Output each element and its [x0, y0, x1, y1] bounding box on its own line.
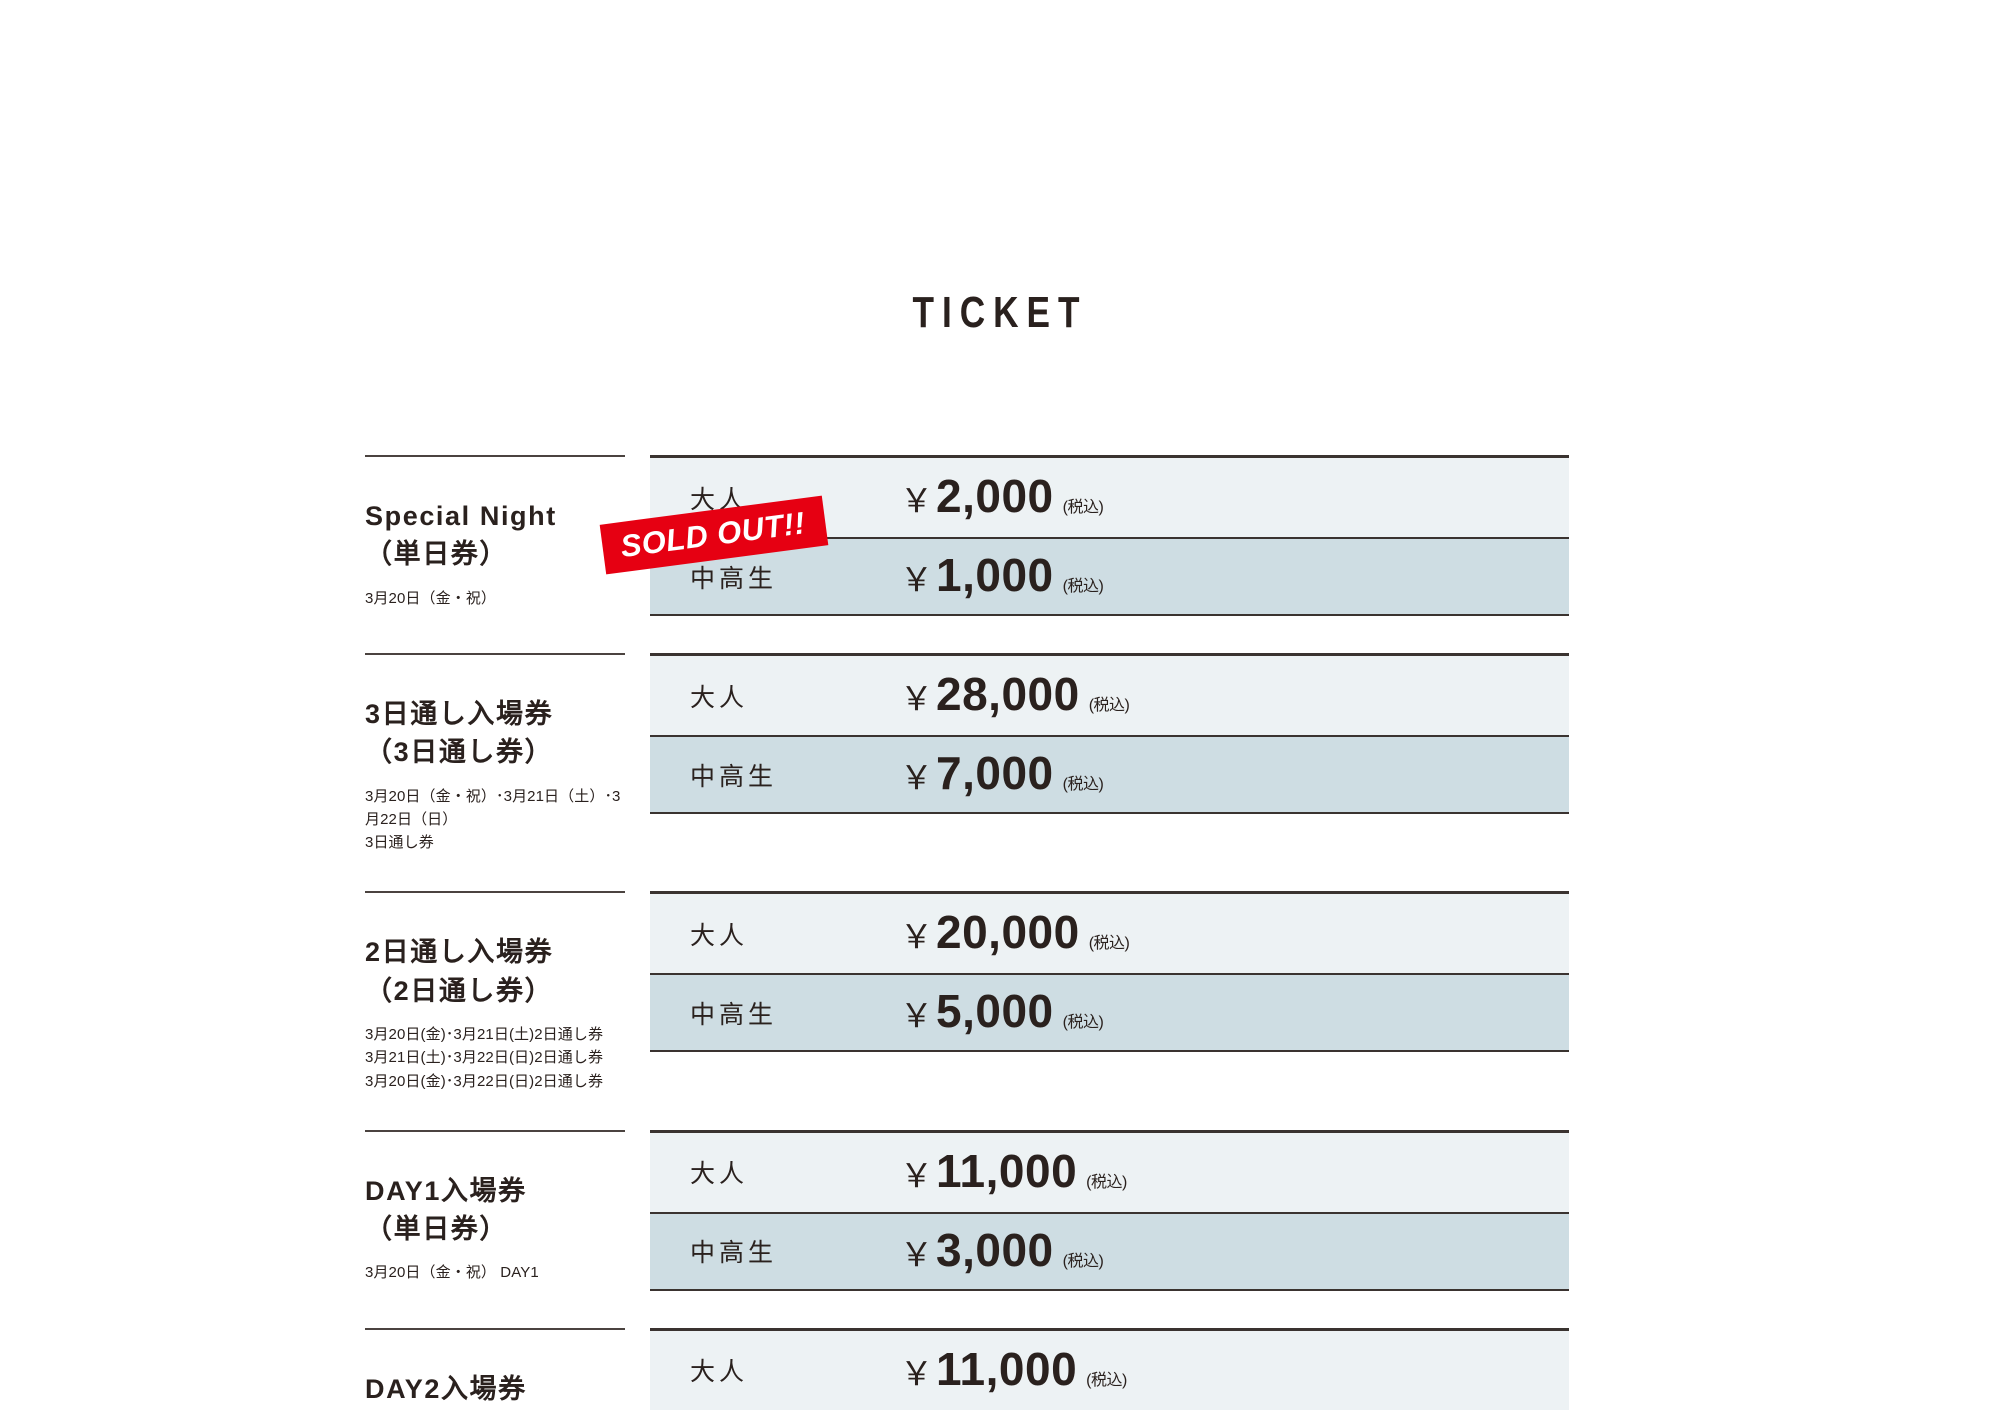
yen-symbol: ￥ — [900, 482, 933, 519]
price-value: 11,000 — [936, 1342, 1078, 1395]
yen-symbol: ￥ — [900, 997, 933, 1035]
price-category-label: 大人 — [690, 921, 749, 950]
price-amount: ￥ 28,000 (税込) — [900, 668, 1130, 720]
tax-included-note: (税込) — [1088, 697, 1130, 714]
tax-included-note: (税込) — [1062, 578, 1104, 595]
price-amount: ￥ 5,000 (税込) — [900, 985, 1104, 1038]
price-value: 5,000 — [936, 985, 1054, 1038]
price-value: 11,000 — [936, 1144, 1078, 1197]
yen-symbol: ￥ — [900, 918, 933, 956]
ticket-section: 3日通し入場券 （3日通し券） 3月20日（金・祝）･3月21日（土）･3月22日… — [0, 653, 2000, 854]
price-category-label: 大人 — [690, 683, 749, 712]
price-table: 大人 ￥ 2,000 (税込) 中高生 ￥ 1,000 (税込) SOLD OUT!! — [599, 455, 1569, 616]
yen-symbol: ￥ — [900, 1235, 933, 1273]
price-category-label: 中高生 — [690, 1000, 778, 1029]
price-value: 20,000 — [936, 906, 1080, 959]
price-row: 中高生 ￥ 7,000 (税込) — [650, 735, 1569, 814]
price-category-label: 中高生 — [690, 1239, 778, 1268]
price-row: 中高生 ￥ 5,000 (税込) — [650, 973, 1569, 1053]
yen-symbol: ￥ — [900, 561, 933, 598]
tax-included-note: (税込) — [1086, 1371, 1127, 1389]
price-value: 1,000 — [936, 549, 1054, 601]
ticket-info: DAY1入場券 （単日券） 3月20日（金・祝） DAY1 — [0, 1129, 650, 1285]
tax-included-note: (税込) — [1062, 1014, 1104, 1032]
price-amount: ￥ 11,000 (税込) — [900, 1148, 1127, 1197]
tax-included-note: (税込) — [1062, 776, 1104, 793]
price-table: 大人 ￥ 11,000 (税込) — [650, 1327, 1569, 1410]
price-value: 3,000 — [936, 1223, 1054, 1276]
ticket-name: Special Night （単日券） — [365, 501, 557, 570]
ticket-info: Special Night （単日券） 3月20日（金・祝） — [0, 455, 650, 610]
price-value: 2,000 — [936, 470, 1054, 522]
ticket-name: 3日通し入場券 （3日通し券） — [365, 699, 554, 768]
ticket-name: 2日通し入場券 （2日通し券） — [365, 937, 554, 1006]
price-table: 大人 ￥ 20,000 (税込) 中高生 ￥ 5,000 (税込) — [650, 891, 1569, 1053]
ticket-info: 3日通し入場券 （3日通し券） 3月20日（金・祝）･3月21日（土）･3月22日… — [0, 653, 650, 854]
price-row: 大人 ￥ 11,000 (税込) — [650, 1132, 1569, 1212]
yen-symbol: ￥ — [900, 1156, 933, 1194]
ticket-section: Special Night （単日券） 3月20日（金・祝） 大人 ￥ 2,000 (税込… — [0, 455, 2000, 616]
price-amount: ￥ 11,000 (税込) — [900, 1346, 1127, 1395]
ticket-list: Special Night （単日券） 3月20日（金・祝） 大人 ￥ 2,000 (税込… — [0, 455, 2000, 1414]
ticket-section: DAY2入場券 大人 ￥ 11,000 (税込) — [0, 1327, 2000, 1410]
price-amount: ￥ 20,000 (税込) — [900, 906, 1130, 959]
tax-included-note: (税込) — [1062, 499, 1104, 516]
ticket-dates: 3月20日（金・祝） DAY1 — [365, 1264, 539, 1282]
ticket-section: DAY1入場券 （単日券） 3月20日（金・祝） DAY1 大人 ￥ 11,000 (税込… — [0, 1129, 2000, 1291]
section-divider — [365, 1129, 625, 1132]
section-divider — [365, 891, 625, 894]
tax-included-note: (税込) — [1062, 1252, 1104, 1270]
ticket-info: DAY2入場券 — [0, 1327, 650, 1408]
price-table: 大人 ￥ 28,000 (税込) 中高生 ￥ 7,000 (税込) — [650, 653, 1569, 814]
ticket-dates: 3月20日（金・祝）･3月21日（土）･3月22日（日） 3日通し券 — [365, 787, 621, 852]
ticket-name: DAY1入場券 （単日券） — [365, 1175, 527, 1245]
section-divider — [365, 653, 625, 655]
ticket-dates: 3月20日（金・祝） — [365, 589, 497, 607]
yen-symbol: ￥ — [900, 680, 933, 717]
section-divider — [365, 455, 625, 457]
price-row: 大人 ￥ 20,000 (税込) — [650, 894, 1569, 974]
price-row: 中高生 ￥ 1,000 (税込) — [650, 537, 1569, 616]
price-amount: ￥ 2,000 (税込) — [900, 470, 1104, 522]
price-category-label: 大人 — [690, 1160, 749, 1189]
yen-symbol: ￥ — [900, 1354, 933, 1392]
price-value: 7,000 — [936, 747, 1054, 799]
ticket-dates: 3月20日(金)･3月21日(土)2日通し券 3月21日(土)･3月22日(日)… — [365, 1026, 604, 1090]
price-amount: ￥ 7,000 (税込) — [900, 747, 1104, 799]
ticket-info: 2日通し入場券 （2日通し券） 3月20日(金)･3月21日(土)2日通し券 3月… — [0, 891, 650, 1092]
price-category-label: 大人 — [690, 1358, 749, 1387]
price-amount: ￥ 1,000 (税込) — [900, 549, 1104, 601]
tax-included-note: (税込) — [1088, 935, 1130, 953]
tax-included-note: (税込) — [1086, 1173, 1127, 1191]
price-amount: ￥ 3,000 (税込) — [900, 1223, 1104, 1276]
section-divider — [365, 1327, 625, 1330]
price-category-label: 中高生 — [690, 762, 778, 791]
price-row: 大人 ￥ 11,000 (税込) — [650, 1330, 1569, 1410]
price-category-label: 中高生 — [690, 564, 778, 593]
price-table: 大人 ￥ 11,000 (税込) 中高生 ￥ 3,000 (税込) — [650, 1129, 1569, 1291]
ticket-name: DAY2入場券 — [365, 1373, 527, 1404]
price-value: 28,000 — [936, 668, 1080, 720]
page-title: TICKET — [912, 288, 1088, 337]
price-row: 大人 ￥ 28,000 (税込) — [650, 656, 1569, 735]
price-row: 中高生 ￥ 3,000 (税込) — [650, 1211, 1569, 1291]
yen-symbol: ￥ — [900, 759, 933, 796]
ticket-section: 2日通し入場券 （2日通し券） 3月20日(金)･3月21日(土)2日通し券 3月… — [0, 891, 2000, 1092]
